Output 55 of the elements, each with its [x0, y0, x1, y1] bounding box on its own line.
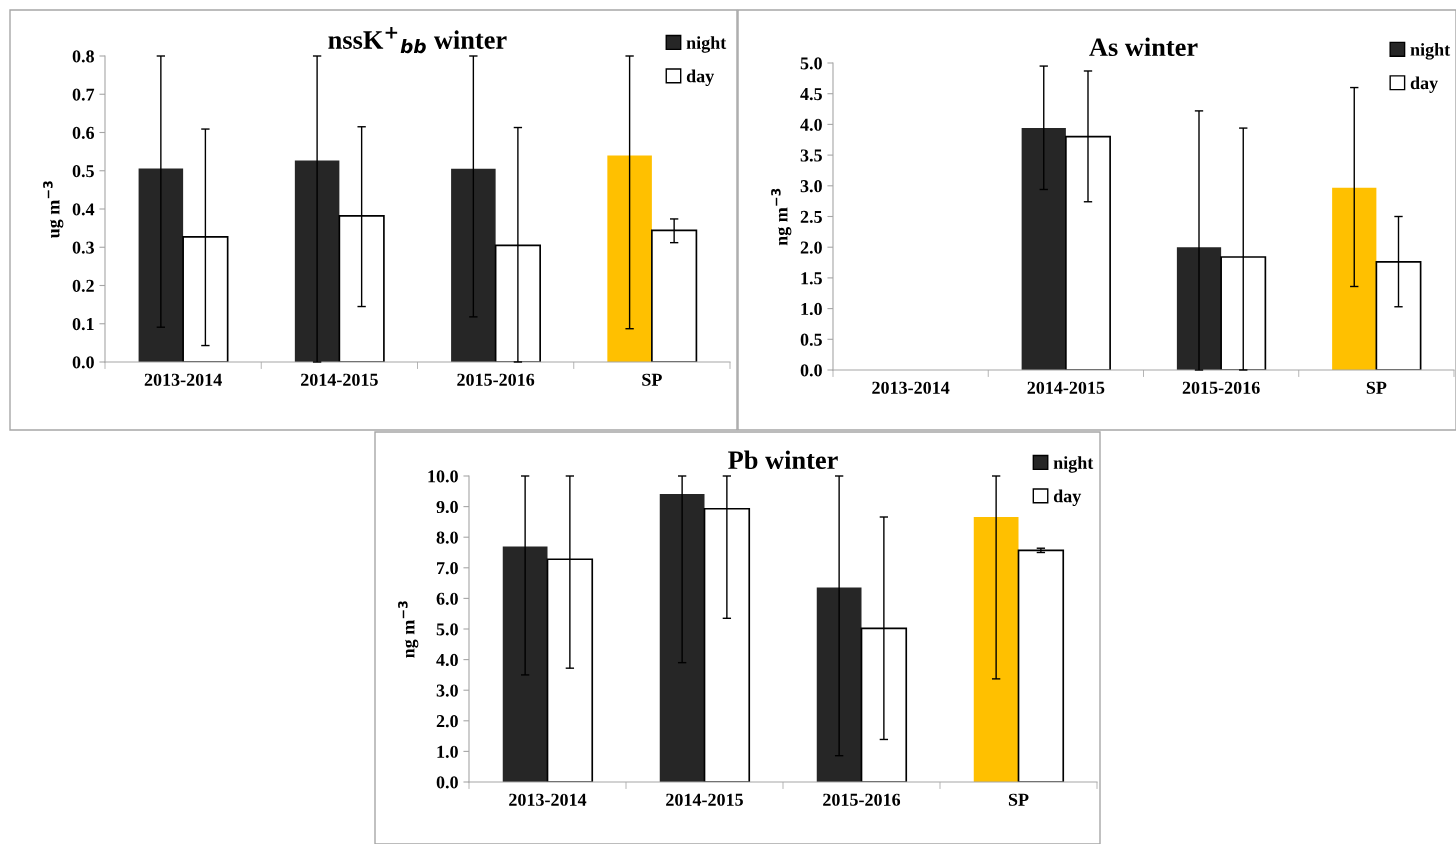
x-tick-label: 2015-2016: [1182, 381, 1260, 394]
y-tick-label: 1.0: [801, 302, 822, 316]
y-tick-label: 5.0: [800, 57, 822, 70]
y-tick-label: 0.0: [800, 364, 822, 377]
y-axis-title: ug m$^{−3}$: [43, 181, 64, 239]
legend-label: night: [1053, 456, 1094, 473]
x-tick-label: 2015-2016: [823, 793, 901, 806]
x-tick-label: 2013-2014: [144, 373, 222, 386]
x-tick-label: 2013-2014: [509, 793, 587, 806]
y-tick-label: 6.0: [436, 592, 458, 605]
x-tick-label: SP: [642, 373, 662, 386]
y-tick-label: 0.0: [436, 776, 458, 789]
y-tick-label: 1.0: [437, 745, 458, 758]
y-tick-label: 2.0: [436, 715, 458, 728]
y-tick-label: 4.0: [436, 653, 458, 667]
chart-title: As winter: [1089, 37, 1198, 57]
y-tick-label: 0.1: [72, 318, 94, 331]
y-tick-label: 8.0: [436, 531, 458, 544]
y-tick-label: 3.0: [800, 180, 822, 193]
y-tick-label: 3.0: [436, 684, 458, 697]
y-tick-label: 2.5: [800, 210, 822, 224]
y-tick-label: 2.0: [800, 241, 822, 254]
chart-title: Pb winter: [728, 450, 838, 470]
y-tick-label: 7.0: [437, 562, 458, 575]
legend-label: night: [1410, 43, 1451, 60]
y-tick-label: 0.3: [72, 241, 94, 254]
legend-label: day: [1410, 76, 1438, 93]
y-tick-label: 0.5: [800, 333, 822, 346]
x-tick-label: 2014-2015: [666, 793, 743, 806]
y-tick-label: 0.5: [72, 165, 94, 178]
y-tick-label: 5.0: [436, 623, 458, 636]
y-axis-title: ng m$^{−3}$: [771, 188, 792, 246]
x-tick-label: SP: [1366, 381, 1387, 394]
y-tick-label: 1.5: [801, 272, 822, 285]
legend-label: day: [1053, 489, 1082, 507]
x-tick-label: 2013-2014: [872, 381, 950, 394]
y-tick-label: 0.8: [72, 50, 94, 63]
y-tick-label: 0.4: [72, 203, 95, 216]
legend-label: day: [686, 69, 715, 87]
y-tick-label: 0.7: [72, 88, 95, 101]
y-tick-label: 4.5: [800, 88, 822, 101]
x-tick-label: SP: [1008, 793, 1029, 806]
y-tick-label: 3.5: [800, 149, 822, 162]
y-tick-label: 10.0: [428, 470, 458, 483]
y-axis-title: ng m$^{−3}$: [398, 601, 419, 658]
legend-label: night: [686, 36, 727, 53]
x-tick-label: 2015-2016: [457, 373, 535, 386]
y-tick-label: 0.6: [72, 126, 95, 140]
y-tick-label: 9.0: [436, 500, 458, 514]
chart-title: nssK$^{+}$$_{bb}$ winter: [328, 26, 507, 54]
y-tick-label: 0.0: [72, 356, 94, 369]
y-tick-label: 0.2: [72, 279, 94, 293]
x-tick-label: 2014-2015: [301, 373, 378, 386]
x-tick-label: 2014-2015: [1027, 381, 1105, 394]
y-tick-label: 4.0: [800, 118, 822, 131]
